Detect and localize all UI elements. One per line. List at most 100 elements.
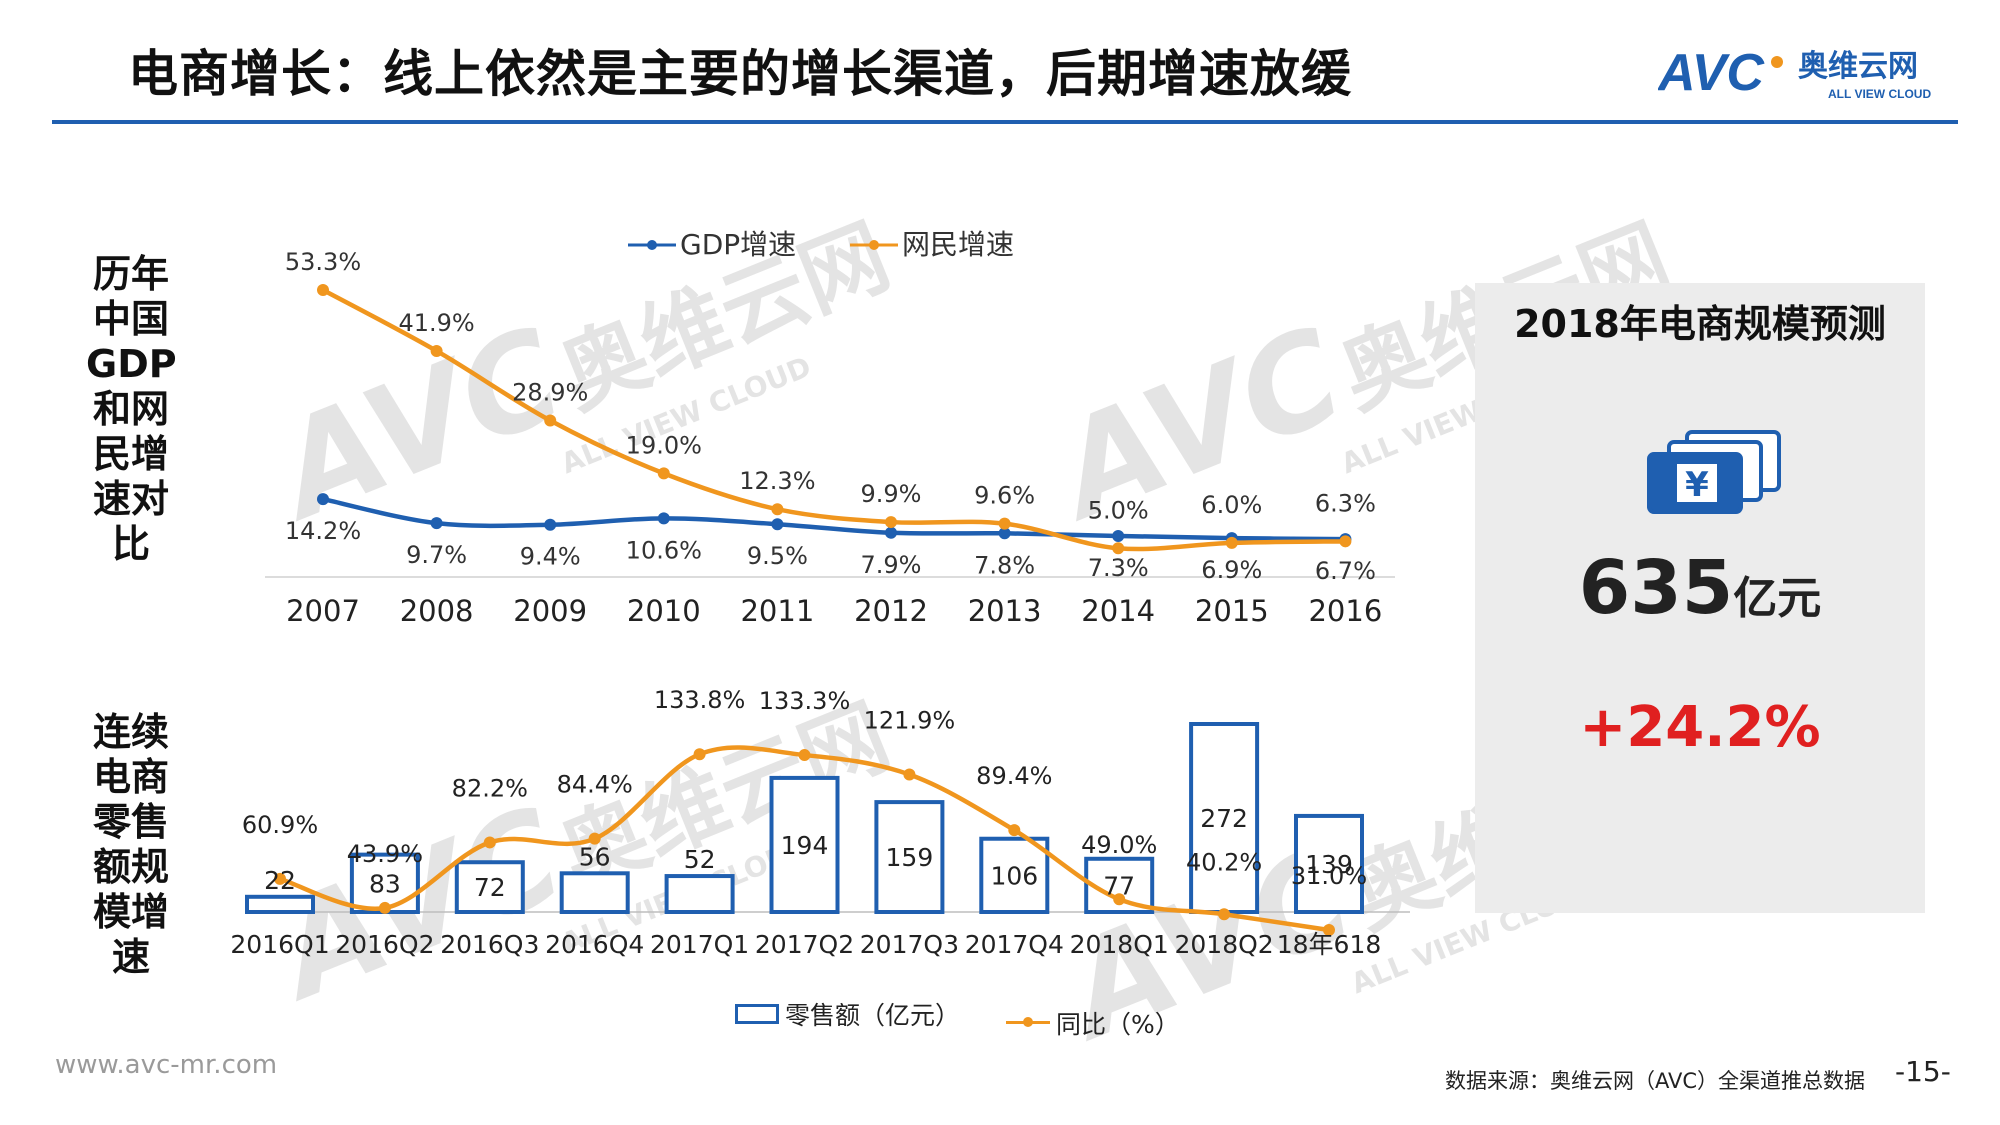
data-label-netizen: 41.9% bbox=[398, 309, 474, 337]
x-tick-label: 2007 bbox=[286, 594, 360, 628]
bar bbox=[1294, 813, 1364, 914]
data-point bbox=[378, 901, 391, 914]
data-label-netizen: 6.3% bbox=[1315, 489, 1376, 517]
data-point bbox=[998, 517, 1011, 530]
data-label-yoy: 84.4% bbox=[557, 771, 633, 799]
data-label-gdp: 9.7% bbox=[406, 541, 467, 569]
data-point bbox=[771, 503, 784, 516]
data-label-netizen: 53.3% bbox=[285, 248, 361, 276]
x-tick-label: 2016Q3 bbox=[440, 930, 539, 959]
data-point bbox=[483, 836, 496, 849]
retail-chart-legend: 零售额（亿元） 同比（%） bbox=[735, 996, 1218, 1041]
data-point bbox=[798, 749, 811, 762]
data-label-gdp: 6.7% bbox=[1315, 557, 1376, 585]
forecast-growth: +24.2% bbox=[1579, 695, 1821, 760]
data-point bbox=[903, 768, 916, 781]
data-point bbox=[885, 526, 897, 539]
bar-value-label: 83 bbox=[369, 869, 401, 898]
x-tick-label: 18年618 bbox=[1277, 930, 1382, 959]
legend-marker bbox=[647, 240, 657, 250]
legend-label-retail: 零售额（亿元） bbox=[785, 1001, 961, 1030]
x-tick-label: 2008 bbox=[400, 594, 474, 628]
x-tick-label: 2017Q4 bbox=[965, 930, 1064, 959]
data-label-netizen: 9.9% bbox=[861, 480, 922, 508]
avc-logo: AVC 奥维云网 ALL VIEW CLOUD bbox=[1658, 44, 1931, 102]
data-label-netizen: 6.0% bbox=[1201, 491, 1262, 519]
gdp-netizen-growth-chart: GDP增速 网民增速 14.2% 9.7% 9.4% 10.6% 9.5% 7.9% 7.8% 7… bbox=[265, 228, 1395, 628]
data-point bbox=[1218, 908, 1231, 921]
data-label-yoy: 60.9% bbox=[242, 811, 318, 839]
bar bbox=[874, 800, 945, 914]
data-point bbox=[544, 414, 557, 427]
data-label-yoy: 82.2% bbox=[452, 774, 528, 802]
logo-mark: AVC bbox=[1658, 44, 1765, 102]
bar-value-label: 194 bbox=[781, 831, 829, 860]
x-tick-label: 2017Q3 bbox=[860, 930, 959, 959]
data-point bbox=[1112, 542, 1125, 555]
legend-label: 网民增速 bbox=[902, 228, 1014, 261]
data-label-yoy: 40.2% bbox=[1186, 848, 1262, 876]
svg-text:¥: ¥ bbox=[1685, 465, 1709, 505]
data-point bbox=[430, 517, 443, 530]
data-point bbox=[1225, 536, 1238, 549]
bar bbox=[979, 836, 1050, 914]
x-tick-label: 2013 bbox=[968, 594, 1042, 628]
website-url: www.avc-mr.com bbox=[55, 1050, 278, 1080]
bar bbox=[769, 775, 840, 915]
series-line-netizen bbox=[321, 288, 1346, 552]
bar-value-label: 72 bbox=[474, 873, 506, 902]
legend-item-retail: 零售额（亿元） bbox=[735, 996, 960, 1032]
bar-value-label: 272 bbox=[1200, 804, 1248, 833]
bar-value-label: 77 bbox=[1103, 871, 1135, 900]
data-point bbox=[693, 748, 706, 761]
forecast-value-line: 635亿元 bbox=[1475, 545, 1925, 631]
data-label-gdp: 14.2% bbox=[285, 517, 361, 545]
x-tick-label: 2016Q4 bbox=[545, 930, 644, 959]
legend-item-yoy: 同比（%） bbox=[1005, 1005, 1180, 1041]
legend-label: GDP增速 bbox=[680, 228, 796, 261]
data-point bbox=[998, 527, 1011, 540]
legend-swatch-line bbox=[1005, 1017, 1050, 1027]
x-tick-label: 2017Q1 bbox=[650, 930, 749, 959]
series-line-gdp bbox=[322, 496, 1346, 542]
x-tick-label: 2018Q2 bbox=[1174, 930, 1273, 959]
x-tick-label: 2016 bbox=[1308, 594, 1382, 628]
x-tick-label: 2016Q1 bbox=[230, 930, 329, 959]
data-label-yoy: 31.0% bbox=[1291, 862, 1367, 890]
data-label-netizen: 28.9% bbox=[512, 378, 588, 406]
bar-value-label: 139 bbox=[1305, 850, 1353, 879]
data-point bbox=[1323, 923, 1335, 936]
x-tick-label: 2012 bbox=[854, 594, 928, 628]
x-tick-label: 2009 bbox=[513, 594, 587, 628]
data-label-gdp: 7.8% bbox=[974, 551, 1035, 579]
data-label-netizen: 5.0% bbox=[1088, 496, 1149, 524]
bar-value-label: 22 bbox=[264, 866, 296, 895]
data-label-gdp: 9.5% bbox=[747, 542, 808, 570]
bar bbox=[454, 860, 525, 914]
x-tick-label: 2017Q2 bbox=[755, 930, 854, 959]
data-point bbox=[771, 518, 784, 531]
data-point bbox=[1113, 893, 1126, 906]
data-point bbox=[657, 467, 670, 480]
logo-text: 奥维云网 bbox=[1798, 49, 1918, 84]
data-label-netizen: 9.6% bbox=[974, 482, 1035, 510]
x-tick-label: 2016Q2 bbox=[335, 930, 434, 959]
x-tick-label: 2018Q1 bbox=[1070, 930, 1169, 959]
ecommerce-retail-chart: 22 83 72 56 52 194 159 106 77 272 139 60.9% 43.9% 82.… bbox=[230, 686, 1410, 959]
bar bbox=[664, 874, 735, 914]
x-tick-label: 2011 bbox=[740, 594, 814, 628]
x-tick-label: 2015 bbox=[1195, 594, 1269, 628]
data-label-yoy: 49.0% bbox=[1081, 831, 1157, 859]
bar-value-label: 106 bbox=[990, 861, 1038, 890]
data-label-yoy: 43.9% bbox=[347, 840, 423, 868]
x-tick-label: 2010 bbox=[627, 594, 701, 628]
data-source: 数据来源：奥维云网（AVC）全渠道推总数据 bbox=[1445, 1069, 1866, 1093]
data-label-gdp: 9.4% bbox=[520, 543, 581, 571]
data-point bbox=[1339, 535, 1352, 548]
data-label-yoy: 121.9% bbox=[864, 707, 956, 735]
gdp-chart-legend: GDP增速 网民增速 bbox=[628, 228, 1014, 261]
data-point bbox=[317, 493, 329, 506]
legend-label-yoy: 同比（%） bbox=[1055, 1009, 1180, 1039]
forecast-unit: 亿元 bbox=[1733, 573, 1822, 624]
page-title: 电商增长：线上依然是主要的增长渠道，后期增速放缓 bbox=[128, 45, 1352, 103]
